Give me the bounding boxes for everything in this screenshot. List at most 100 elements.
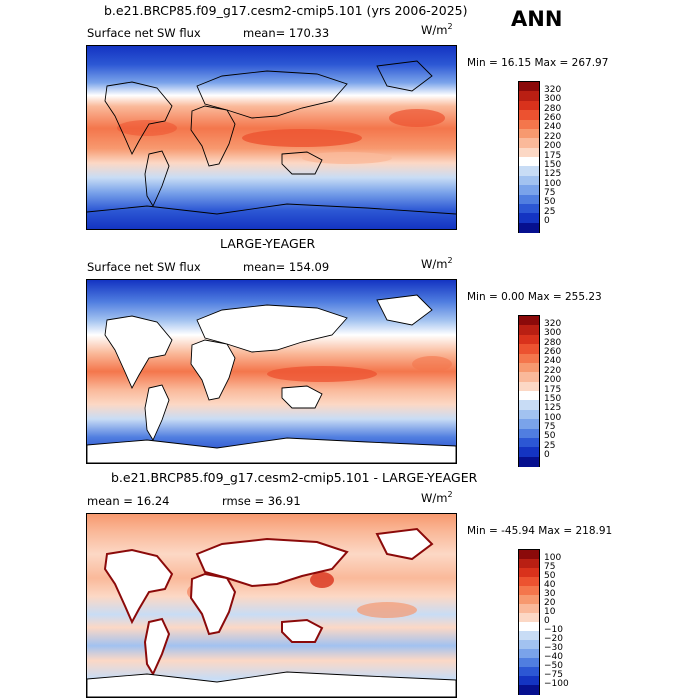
panel-middle-title: LARGE-YEAGER (220, 236, 316, 251)
colorbar-tick-label: 0 (544, 216, 550, 227)
colorbar-segment (519, 649, 539, 659)
colorbar-segment (519, 213, 539, 224)
colorbar-tick-label: 150 (544, 393, 562, 404)
colorbar-tick-label: 150 (544, 159, 562, 170)
panel-middle-mean: mean= 154.09 (243, 260, 330, 274)
colorbar-segment (519, 640, 539, 650)
colorbar-segment (519, 456, 539, 467)
colorbar-tick-label: 240 (544, 356, 562, 367)
colorbar-tick-label: −40 (544, 651, 563, 662)
colorbar-tick-label: 280 (544, 103, 562, 114)
colorbar-tick-label: 240 (544, 122, 562, 133)
panel-top-minmax: Min = 16.15 Max = 267.97 (467, 57, 609, 69)
colorbar-tick-label: 100 (544, 552, 562, 563)
colorbar-tick-label: 220 (544, 131, 562, 142)
panel-top-units: W/m2 (421, 22, 453, 37)
colorbar-segment (519, 631, 539, 641)
colorbar-segment (519, 203, 539, 214)
colorbar-segment (519, 381, 539, 392)
panel-bottom-map-svg (87, 514, 456, 697)
colorbar-tick-label: 125 (544, 403, 562, 414)
colorbar-tick-label: 0 (544, 615, 550, 626)
colorbar-segment (519, 110, 539, 120)
colorbar-segment (519, 419, 539, 429)
colorbar-tick-label: −10 (544, 624, 563, 635)
colorbar-tick-label: 320 (544, 318, 562, 329)
colorbar-tick-label: 25 (544, 206, 556, 217)
colorbar-tick-label: 75 (544, 561, 556, 572)
colorbar-segment (519, 391, 539, 401)
colorbar-segment (519, 604, 539, 614)
colorbar-segment (519, 550, 539, 560)
panel-top-variable: Surface net SW flux (87, 26, 201, 40)
colorbar-tick-label: 320 (544, 84, 562, 95)
panel-middle-map-svg (87, 280, 456, 463)
colorbar-tick-label: 125 (544, 169, 562, 180)
colorbar-tick-label: −20 (544, 633, 563, 644)
panel-top-mean: mean= 170.33 (243, 26, 330, 40)
colorbar-segment (519, 362, 539, 373)
colorbar-tick-label: 75 (544, 422, 556, 432)
panel-top-map (86, 45, 457, 230)
colorbar-tick-label: 200 (544, 375, 562, 386)
colorbar-tick-label: 260 (544, 113, 562, 123)
colorbar-segment (519, 100, 539, 111)
colorbar-segment (519, 353, 539, 364)
colorbar-segment (519, 334, 539, 345)
colorbar-tick-label: 200 (544, 141, 562, 152)
colorbar-tick-label: 175 (544, 150, 562, 161)
colorbar-segment (519, 147, 539, 158)
panel-bottom-title: b.e21.BRCP85.f09_g17.cesm2-cmip5.101 - L… (111, 470, 478, 485)
colorbar-segment (519, 667, 539, 677)
panel-bottom-rmse: rmse = 36.91 (222, 494, 301, 508)
panel-bottom-units: W/m2 (421, 490, 453, 505)
panel-middle-minmax: Min = 0.00 Max = 255.23 (467, 291, 602, 303)
colorbar-segment (519, 400, 539, 411)
colorbar-segment (519, 586, 539, 596)
colorbar-segment (519, 428, 539, 439)
panel-top-map-svg (87, 46, 456, 229)
panel-middle-variable: Surface net SW flux (87, 260, 201, 274)
colorbar-segment (519, 166, 539, 177)
colorbar-tick-label: 300 (544, 94, 562, 105)
colorbar-tick-label: 50 (544, 570, 556, 581)
colorbar-segment (519, 128, 539, 139)
colorbar-tick-label: 25 (544, 440, 556, 451)
colorbar-segment (519, 138, 539, 149)
colorbar-segment (519, 316, 539, 326)
colorbar-segment (519, 372, 539, 383)
panel-middle-units: W/m2 (421, 256, 453, 271)
colorbar-tick-label: 260 (544, 347, 562, 357)
colorbar-tick-label: 280 (544, 337, 562, 348)
colorbar-segment (519, 325, 539, 336)
colorbar-segment (519, 82, 539, 92)
colorbar-tick-label: 20 (544, 597, 556, 608)
colorbar-tick-label: 75 (544, 188, 556, 198)
colorbar-segment (519, 222, 539, 233)
colorbar-tick-label: 40 (544, 579, 556, 590)
panel-middle-colorbar (518, 315, 540, 467)
colorbar-segment (519, 559, 539, 569)
panel-bottom-colorbar (518, 549, 540, 695)
colorbar-tick-label: 50 (544, 197, 556, 208)
panel-top-colorbar (518, 81, 540, 233)
colorbar-segment (519, 194, 539, 205)
colorbar-tick-label: 300 (544, 328, 562, 339)
colorbar-tick-label: 0 (544, 450, 550, 461)
colorbar-tick-label: 100 (544, 178, 562, 189)
colorbar-tick-label: 175 (544, 384, 562, 395)
colorbar-segment (519, 685, 539, 695)
colorbar-tick-label: 50 (544, 431, 556, 442)
colorbar-segment (519, 157, 539, 167)
panel-bottom-mean: mean = 16.24 (87, 494, 170, 508)
colorbar-segment (519, 676, 539, 686)
colorbar-tick-label: −100 (544, 678, 569, 689)
panel-top-title: b.e21.BRCP85.f09_g17.cesm2-cmip5.101 (yr… (104, 3, 468, 18)
colorbar-segment (519, 658, 539, 668)
colorbar-tick-label: −75 (544, 669, 563, 680)
colorbar-segment (519, 622, 539, 632)
colorbar-segment (519, 91, 539, 102)
colorbar-segment (519, 437, 539, 448)
colorbar-segment (519, 447, 539, 458)
colorbar-segment (519, 613, 539, 623)
